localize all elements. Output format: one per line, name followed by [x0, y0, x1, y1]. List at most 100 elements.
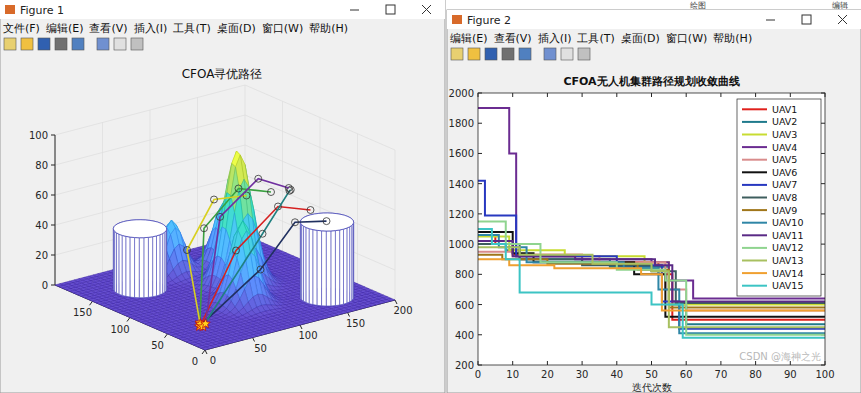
toolbar-button[interactable] [4, 38, 16, 50]
menu-item[interactable]: 文件(F) [3, 22, 40, 35]
cylinder-side [139, 238, 144, 298]
plot-frame [478, 93, 825, 365]
menu-item[interactable]: 桌面(D) [217, 22, 256, 35]
chart-3d: CFOA寻优路径05010015020005010015002040608010… [29, 67, 413, 367]
uav-path [198, 186, 294, 330]
toolbar-button[interactable] [38, 38, 50, 50]
menu-item[interactable]: 编辑(E) [450, 32, 488, 45]
tick-mark [202, 350, 205, 354]
menu-item[interactable]: 编辑(E) [46, 22, 84, 35]
y-tick-label: 1800 [449, 118, 474, 129]
menu-item[interactable]: 窗口(W) [666, 32, 707, 45]
close-button[interactable] [838, 15, 847, 24]
maximize-button[interactable] [802, 15, 811, 24]
minimize-button[interactable] [766, 20, 775, 21]
toolbar-button[interactable] [55, 38, 67, 50]
z-tick-label: 100 [29, 130, 48, 141]
toolbar-button[interactable] [21, 38, 33, 50]
tick-mark [821, 213, 825, 214]
tick-mark [512, 361, 513, 365]
toolbar-button[interactable] [131, 38, 143, 50]
tick-mark [582, 361, 583, 365]
cylinder-side [347, 227, 350, 303]
z-tick-label: 40 [35, 220, 48, 231]
tick-mark [755, 93, 756, 97]
path-marker [184, 247, 191, 254]
path-marker [292, 219, 299, 226]
toolbar-button[interactable] [485, 48, 497, 60]
path-marker [201, 225, 208, 232]
menu-item[interactable]: 查看(V) [89, 22, 127, 35]
tick-mark [348, 313, 350, 317]
chart-title: CFOA寻优路径 [182, 67, 263, 81]
y-tick-label: 800 [455, 269, 474, 280]
menu-item[interactable]: 桌面(D) [621, 32, 660, 45]
legend-label: UAV2 [772, 116, 797, 127]
toolbar-button[interactable] [114, 38, 126, 50]
toolbar-button[interactable] [72, 38, 84, 50]
menu-item[interactable]: 插入(I) [538, 32, 572, 45]
legend-swatch [742, 285, 767, 287]
toolbar-button[interactable] [578, 48, 590, 60]
cylinder-side [344, 228, 347, 304]
legend-swatch [742, 108, 767, 110]
x-tick-label: 0 [475, 369, 481, 380]
y-tick-label: 150 [73, 307, 92, 318]
x-tick-label: 40 [610, 369, 623, 380]
cylinder-side [163, 232, 165, 293]
path-marker [255, 175, 262, 182]
tick-mark [51, 195, 55, 196]
window-title: Figure 1 [20, 4, 64, 17]
window-frame [0, 0, 445, 393]
cylinder-side [304, 226, 307, 302]
cylinder-side [309, 229, 313, 305]
cylinder-side [157, 235, 160, 296]
legend-swatch [742, 134, 767, 136]
toolbar-button[interactable] [561, 48, 573, 60]
tick-mark [616, 93, 617, 97]
toolbar-button[interactable] [468, 48, 480, 60]
menu-item[interactable]: 帮助(H) [713, 32, 752, 45]
x-tick-label: 70 [715, 369, 728, 380]
series-line [478, 221, 825, 334]
cylinder-side [160, 234, 163, 295]
background-app-strip [447, 0, 861, 10]
tick-mark [51, 135, 55, 136]
y-tick-label: 50 [151, 340, 164, 351]
series-lines [478, 108, 825, 338]
menu-item[interactable]: 工具(T) [577, 32, 614, 45]
toolbar-button[interactable] [502, 48, 514, 60]
menu-item[interactable]: 帮助(H) [309, 22, 348, 35]
tick-mark [821, 244, 825, 245]
menu-item[interactable]: 查看(V) [494, 32, 532, 45]
legend-label: UAV7 [772, 179, 797, 190]
maximize-button[interactable] [386, 5, 395, 14]
close-button[interactable] [422, 5, 431, 14]
menu-item[interactable]: 工具(T) [173, 22, 210, 35]
path-marker [268, 189, 275, 196]
toolbar-button[interactable] [519, 48, 531, 60]
menu-item[interactable]: 插入(I) [134, 22, 168, 35]
legend-label: UAV11 [772, 230, 803, 241]
z-tick-label: 80 [35, 160, 48, 171]
minimize-button[interactable] [350, 10, 359, 11]
x-axis-line [205, 300, 395, 350]
toolbar-button[interactable] [451, 48, 463, 60]
menu-item[interactable]: 窗口(W) [262, 22, 303, 35]
grid-line [130, 118, 320, 318]
path-marker [323, 218, 330, 225]
grid-line [198, 98, 348, 313]
tick-mark [720, 93, 721, 97]
legend-label: UAV10 [772, 217, 803, 228]
background-text: 绘图 [690, 1, 706, 10]
toolbar-button[interactable] [97, 38, 109, 50]
title-bar [447, 10, 861, 29]
path-marker [257, 266, 264, 273]
toolbar-button[interactable] [544, 48, 556, 60]
x-tick-label: 150 [346, 318, 365, 329]
tick-mark [720, 361, 721, 365]
cylinder-top [113, 220, 166, 238]
tick-mark [165, 334, 168, 338]
tick-mark [300, 325, 302, 329]
x-tick-label: 90 [784, 369, 797, 380]
